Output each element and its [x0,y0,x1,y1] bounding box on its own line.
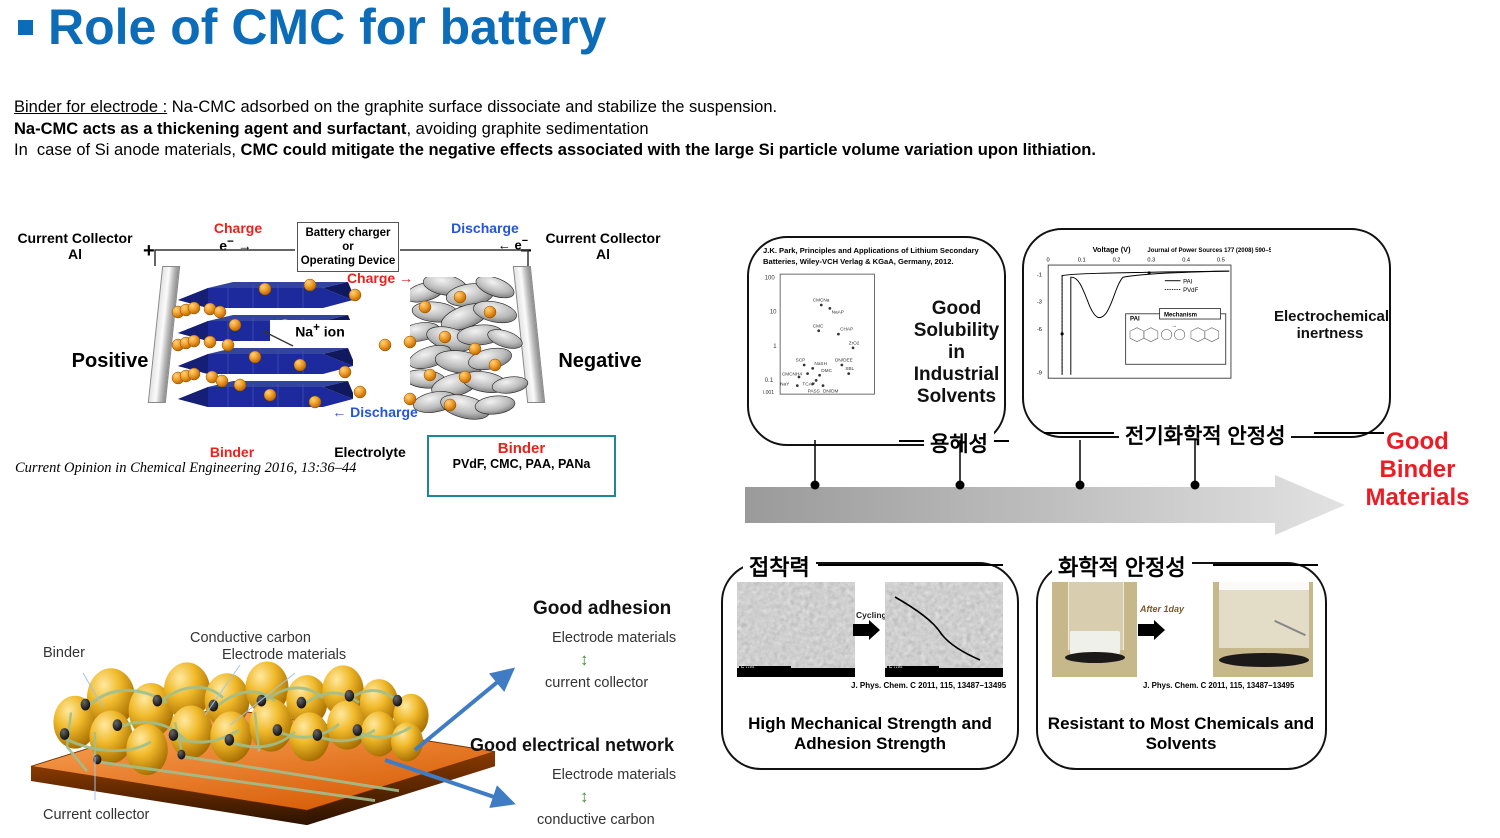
svg-text:NaSH: NaSH [814,361,827,366]
svg-text:SCP: SCP [796,358,806,363]
svg-text:0.001: 0.001 [763,390,774,396]
svg-text:-3: -3 [1037,299,1042,305]
svg-text:0.3: 0.3 [1147,258,1155,264]
svg-text:DN/DEE: DN/DEE [835,358,853,363]
svg-text:0: 0 [1046,258,1049,264]
svg-text:DMC: DMC [821,368,832,373]
svg-text:CMC: CMC [813,323,824,328]
svg-text:PVdF: PVdF [1183,287,1198,294]
svg-text:ZrO2: ZrO2 [849,340,860,345]
svg-text:PAI: PAI [1183,278,1193,285]
svg-text:NaY: NaY [780,382,790,387]
svg-text:NaAP: NaAP [832,310,844,315]
svg-text:0.2: 0.2 [1113,258,1121,264]
svg-text:PAI: PAI [1130,316,1140,323]
svg-text:-1: -1 [1037,272,1042,278]
svg-text:1: 1 [773,344,777,350]
svg-text:CMCNa: CMCNa [813,298,830,303]
svg-text:DN/DM: DN/DM [823,388,838,393]
svg-text:0.1: 0.1 [765,378,774,384]
svg-text:PASS: PASS [808,388,820,393]
svg-text:CHAP: CHAP [840,327,853,332]
svg-text:Journal of Power Sources 177 (: Journal of Power Sources 177 (2008) 590–… [1147,247,1271,254]
svg-text:0.5: 0.5 [1217,258,1225,264]
svg-text:0.4: 0.4 [1182,258,1190,264]
svg-text:-9: -9 [1037,371,1042,377]
svg-text:SBL: SBL [845,366,854,371]
svg-text:CMCNH4: CMCNH4 [782,371,803,376]
svg-text:-6: -6 [1037,327,1042,333]
svg-text:10: 10 [770,310,777,316]
svg-text:Voltage (V): Voltage (V) [1093,245,1132,254]
svg-text:Mechanism: Mechanism [1164,311,1198,318]
svg-text:0.1: 0.1 [1078,258,1086,264]
svg-text:→: → [1171,323,1177,330]
svg-text:100: 100 [765,275,776,281]
